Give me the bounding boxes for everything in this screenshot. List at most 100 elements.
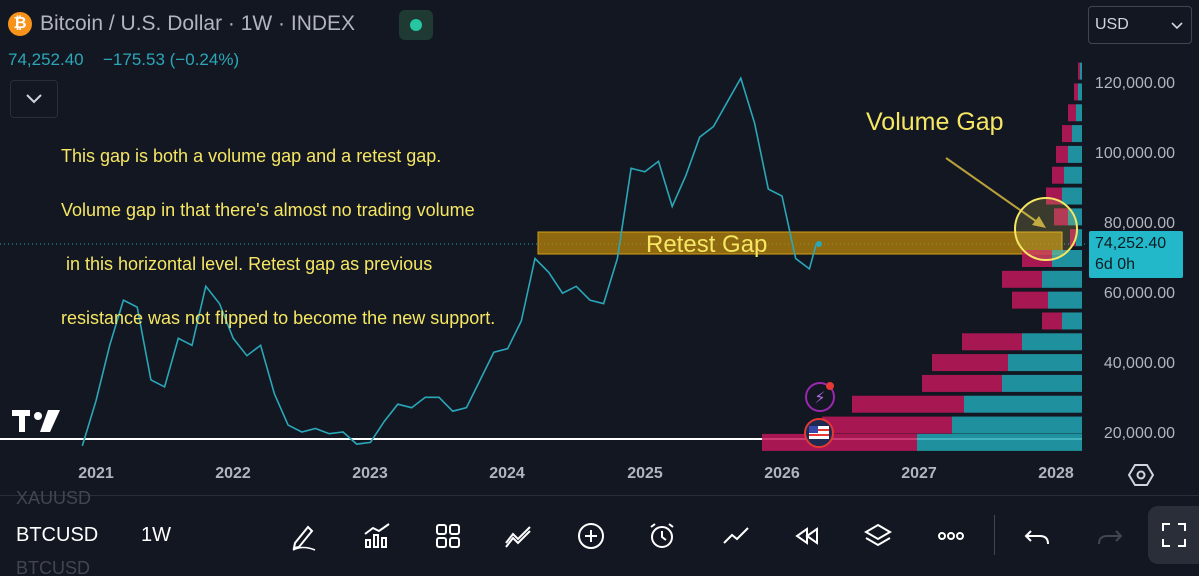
symbol-title[interactable]: Bitcoin / U.S. Dollar · 1W · INDEX bbox=[40, 12, 356, 35]
undo-icon bbox=[1024, 530, 1049, 545]
add-icon bbox=[578, 523, 604, 549]
volume-profile bbox=[762, 62, 1082, 451]
volume-profile-bar-down bbox=[1074, 83, 1078, 101]
time-axis-tick: 2026 bbox=[764, 465, 800, 482]
replay-button[interactable] bbox=[790, 519, 824, 553]
tradingview-logo[interactable] bbox=[12, 406, 62, 439]
volume-profile-bar-up bbox=[1062, 187, 1082, 205]
volume-profile-bar-up bbox=[1068, 145, 1082, 163]
add-button[interactable] bbox=[574, 519, 608, 553]
time-axis-tick: 2022 bbox=[215, 465, 251, 482]
bottom-toolbar bbox=[0, 495, 1199, 576]
fullscreen-button[interactable] bbox=[1148, 506, 1199, 564]
price-chart[interactable]: ⚡ bbox=[0, 0, 1199, 495]
symbol-button[interactable]: BTCUSD bbox=[16, 524, 99, 546]
btc-price-line bbox=[81, 76, 818, 447]
time-axis-tick: 2027 bbox=[901, 465, 937, 482]
volume-profile-bar-up bbox=[1064, 166, 1082, 184]
us-flag-stripes-2 bbox=[809, 434, 829, 436]
last-price-dot bbox=[816, 241, 822, 247]
volume-profile-bar-up bbox=[1002, 374, 1082, 392]
annotation-line: in this horizontal level. Retest gap as … bbox=[61, 254, 433, 274]
bar-countdown: 6d 0h bbox=[1095, 256, 1136, 273]
more-button[interactable] bbox=[934, 519, 968, 553]
annotation-line: Volume gap in that there's almost no tra… bbox=[61, 200, 475, 220]
retest-gap-zone[interactable] bbox=[537, 231, 1063, 255]
retest-gap-label[interactable]: Retest Gap bbox=[646, 231, 768, 258]
time-axis-tick: 2028 bbox=[1038, 465, 1074, 482]
trend-line-button[interactable] bbox=[719, 519, 753, 553]
volume-profile-bar-up bbox=[1048, 291, 1082, 309]
volume-profile-bar-up bbox=[1076, 104, 1082, 122]
layout-icon bbox=[436, 524, 460, 548]
current-price-value: 74,252.40 bbox=[1095, 235, 1167, 252]
settings-hexagon-icon bbox=[1127, 464, 1155, 486]
volume-gap-label[interactable]: Volume Gap bbox=[866, 108, 1004, 136]
volume-profile-bar-up bbox=[1078, 83, 1082, 101]
redo-icon bbox=[1098, 530, 1123, 545]
lightning-icon: ⚡ bbox=[814, 388, 825, 407]
notification-dot bbox=[826, 382, 834, 390]
volume-gap-circle[interactable] bbox=[1014, 197, 1078, 261]
price-axis-tick: 60,000.00 bbox=[1103, 285, 1175, 302]
volume-profile-bar-up bbox=[1076, 229, 1082, 247]
volume-profile-bar-up bbox=[1022, 333, 1082, 351]
layout-button[interactable] bbox=[431, 519, 465, 553]
volume-profile-bar-down bbox=[1002, 270, 1042, 288]
volume-profile-bar-down bbox=[932, 354, 1008, 372]
prev-symbol[interactable]: XAUUSD bbox=[16, 488, 92, 508]
price-axis-tick: 80,000.00 bbox=[1103, 215, 1175, 232]
drawing-tools-button[interactable] bbox=[287, 519, 321, 553]
volume-profile-bar-up bbox=[917, 433, 1082, 451]
volume-profile-bar-up bbox=[1080, 62, 1082, 80]
volume-gap-arrow bbox=[945, 157, 1041, 225]
volume-profile-bar-down bbox=[822, 416, 952, 434]
volume-profile-bar-down bbox=[1042, 312, 1062, 330]
layers-icon bbox=[864, 523, 892, 547]
volume-profile-bar-down bbox=[762, 433, 917, 451]
next-symbol[interactable]: BTCUSD bbox=[16, 558, 91, 575]
price-change: −175.53 (−0.24%) bbox=[103, 50, 240, 69]
volume-profile-bar-up bbox=[1008, 354, 1082, 372]
volume-profile-bar-up bbox=[964, 395, 1082, 413]
price-axis-tick: 40,000.00 bbox=[1103, 355, 1175, 372]
volume-profile-bar-down bbox=[1012, 291, 1048, 309]
earnings-event-marker[interactable] bbox=[805, 382, 835, 412]
fullscreen-icon bbox=[1161, 523, 1186, 547]
time-axis-tick: 2021 bbox=[78, 465, 114, 482]
volume-profile-bar-down bbox=[922, 374, 1002, 392]
volume-profile-bar-up bbox=[1072, 125, 1082, 143]
volume-profile-bar-up bbox=[1042, 270, 1082, 288]
annotation-text[interactable]: This gap is both a volume gap and a rete… bbox=[61, 111, 495, 345]
collapse-legend-button[interactable] bbox=[10, 80, 58, 118]
volume-profile-bar-down bbox=[1052, 166, 1064, 184]
price-axis-tick: 100,000.00 bbox=[1094, 145, 1175, 162]
alarm-clock-icon bbox=[650, 523, 674, 548]
chart-settings-button[interactable] bbox=[1127, 462, 1155, 488]
market-status-button[interactable] bbox=[399, 10, 433, 40]
last-price: 74,252.40 bbox=[8, 50, 84, 69]
more-icon bbox=[938, 532, 964, 540]
indicators-icon bbox=[505, 526, 531, 548]
chevron-down-icon bbox=[1171, 22, 1183, 30]
interval-button[interactable]: 1W bbox=[141, 524, 171, 546]
indicators-button[interactable] bbox=[501, 519, 535, 553]
trend-icon bbox=[723, 527, 749, 544]
volume-profile-bar-down bbox=[852, 395, 964, 413]
undo-button[interactable] bbox=[1020, 519, 1054, 553]
volume-gap-arrowhead bbox=[1032, 216, 1046, 228]
currency-select[interactable]: USD bbox=[1088, 6, 1192, 44]
pencil-icon bbox=[292, 525, 316, 551]
object-tree-button[interactable] bbox=[861, 519, 895, 553]
time-axis-tick: 2023 bbox=[352, 465, 388, 482]
alert-button[interactable] bbox=[645, 519, 679, 553]
redo-button[interactable] bbox=[1093, 519, 1127, 553]
bitcoin-logo-icon: ₿ bbox=[8, 12, 32, 36]
volume-profile-bar-down bbox=[1070, 229, 1076, 247]
volume-profile-bar-up bbox=[1052, 250, 1082, 267]
volume-profile-bar-down bbox=[1056, 145, 1068, 163]
chart-type-button[interactable] bbox=[360, 519, 394, 553]
rewind-icon bbox=[795, 527, 818, 545]
time-axis-tick: 2024 bbox=[489, 465, 525, 482]
us-flag-canton bbox=[809, 426, 818, 433]
